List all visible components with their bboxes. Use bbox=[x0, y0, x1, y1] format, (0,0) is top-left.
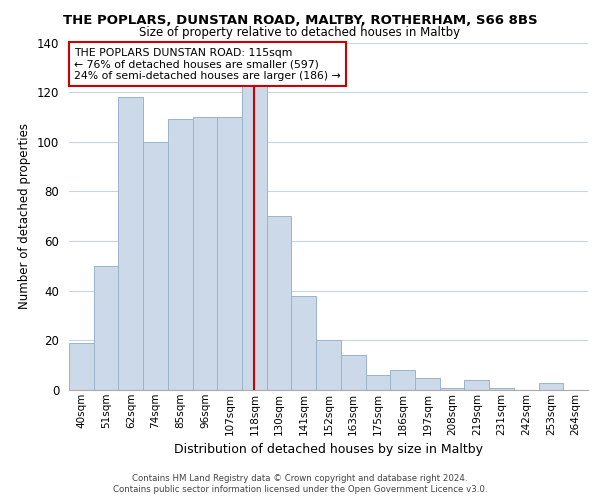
Bar bbox=[193, 117, 217, 390]
Bar bbox=[365, 375, 390, 390]
Bar bbox=[217, 117, 242, 390]
X-axis label: Distribution of detached houses by size in Maltby: Distribution of detached houses by size … bbox=[174, 443, 483, 456]
Bar bbox=[440, 388, 464, 390]
Text: THE POPLARS DUNSTAN ROAD: 115sqm
← 76% of detached houses are smaller (597)
24% : THE POPLARS DUNSTAN ROAD: 115sqm ← 76% o… bbox=[74, 48, 341, 81]
Bar bbox=[292, 296, 316, 390]
Bar bbox=[94, 266, 118, 390]
Bar bbox=[118, 97, 143, 390]
Bar bbox=[390, 370, 415, 390]
Text: THE POPLARS, DUNSTAN ROAD, MALTBY, ROTHERHAM, S66 8BS: THE POPLARS, DUNSTAN ROAD, MALTBY, ROTHE… bbox=[62, 14, 538, 27]
Bar bbox=[539, 382, 563, 390]
Bar bbox=[143, 142, 168, 390]
Bar bbox=[464, 380, 489, 390]
Text: Contains HM Land Registry data © Crown copyright and database right 2024.
Contai: Contains HM Land Registry data © Crown c… bbox=[113, 474, 487, 494]
Bar bbox=[267, 216, 292, 390]
Bar bbox=[415, 378, 440, 390]
Bar bbox=[242, 60, 267, 390]
Y-axis label: Number of detached properties: Number of detached properties bbox=[19, 123, 31, 309]
Bar bbox=[316, 340, 341, 390]
Bar bbox=[69, 343, 94, 390]
Bar bbox=[489, 388, 514, 390]
Text: Size of property relative to detached houses in Maltby: Size of property relative to detached ho… bbox=[139, 26, 461, 39]
Bar bbox=[168, 120, 193, 390]
Bar bbox=[341, 355, 365, 390]
